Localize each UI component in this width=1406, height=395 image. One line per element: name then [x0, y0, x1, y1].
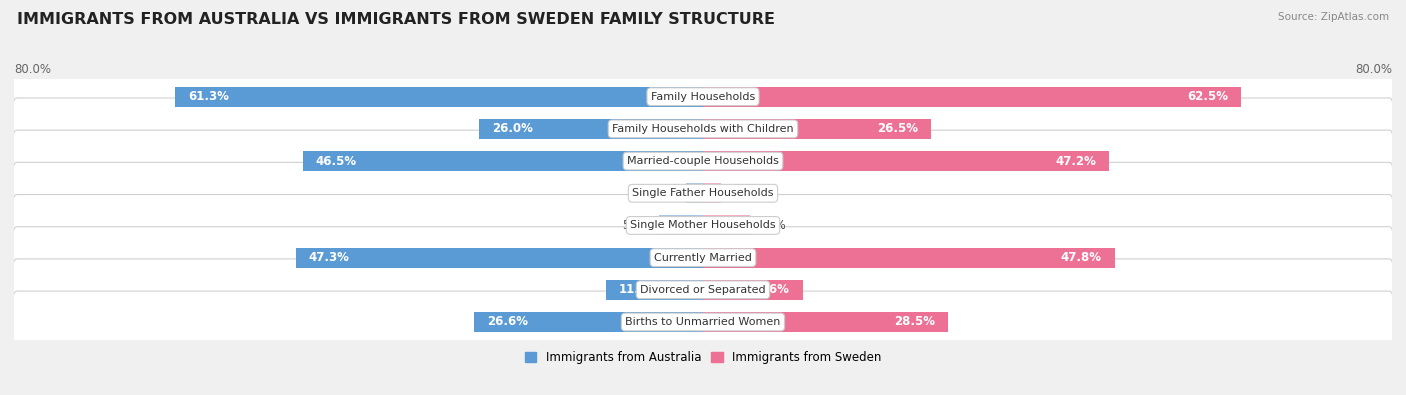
Bar [703, 248, 1115, 267]
Bar [686, 183, 703, 203]
Text: Currently Married: Currently Married [654, 253, 752, 263]
FancyBboxPatch shape [13, 130, 1393, 192]
Text: Births to Unmarried Women: Births to Unmarried Women [626, 317, 780, 327]
Text: 5.4%: 5.4% [756, 219, 786, 232]
Text: Single Father Households: Single Father Households [633, 188, 773, 198]
FancyBboxPatch shape [13, 227, 1393, 288]
Text: Divorced or Separated: Divorced or Separated [640, 285, 766, 295]
Text: 2.1%: 2.1% [728, 187, 758, 200]
Bar [659, 215, 703, 235]
Text: 11.3%: 11.3% [619, 283, 659, 296]
Bar [474, 312, 703, 332]
FancyBboxPatch shape [13, 195, 1393, 256]
FancyBboxPatch shape [13, 162, 1393, 224]
Text: Family Households: Family Households [651, 92, 755, 102]
Text: Single Mother Households: Single Mother Households [630, 220, 776, 230]
Bar [703, 215, 749, 235]
Bar [703, 183, 721, 203]
Text: 26.0%: 26.0% [492, 122, 533, 135]
Text: 80.0%: 80.0% [1355, 63, 1392, 76]
Text: 61.3%: 61.3% [188, 90, 229, 103]
Text: 62.5%: 62.5% [1187, 90, 1229, 103]
Text: 2.0%: 2.0% [650, 187, 679, 200]
Text: 47.8%: 47.8% [1060, 251, 1102, 264]
Bar [703, 312, 949, 332]
FancyBboxPatch shape [13, 66, 1393, 128]
Text: IMMIGRANTS FROM AUSTRALIA VS IMMIGRANTS FROM SWEDEN FAMILY STRUCTURE: IMMIGRANTS FROM AUSTRALIA VS IMMIGRANTS … [17, 12, 775, 27]
Text: 80.0%: 80.0% [14, 63, 51, 76]
Text: 46.5%: 46.5% [315, 154, 357, 167]
Text: Family Households with Children: Family Households with Children [612, 124, 794, 134]
FancyBboxPatch shape [13, 259, 1393, 321]
Legend: Immigrants from Australia, Immigrants from Sweden: Immigrants from Australia, Immigrants fr… [522, 348, 884, 368]
Text: 47.2%: 47.2% [1056, 154, 1097, 167]
Bar [703, 119, 931, 139]
Bar [606, 280, 703, 300]
Text: Source: ZipAtlas.com: Source: ZipAtlas.com [1278, 12, 1389, 22]
Bar [302, 151, 703, 171]
Bar [703, 87, 1241, 107]
Text: 26.5%: 26.5% [877, 122, 918, 135]
Bar [703, 151, 1109, 171]
Bar [176, 87, 703, 107]
Text: Married-couple Households: Married-couple Households [627, 156, 779, 166]
Bar [479, 119, 703, 139]
Text: 5.1%: 5.1% [623, 219, 652, 232]
Text: 47.3%: 47.3% [308, 251, 350, 264]
Text: 11.6%: 11.6% [749, 283, 790, 296]
FancyBboxPatch shape [13, 291, 1393, 353]
Bar [703, 280, 803, 300]
FancyBboxPatch shape [13, 98, 1393, 160]
Bar [295, 248, 703, 267]
Text: 28.5%: 28.5% [894, 316, 935, 329]
Text: 26.6%: 26.6% [486, 316, 527, 329]
